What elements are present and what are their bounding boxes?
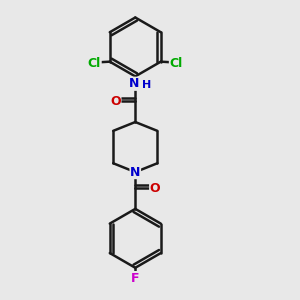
Text: N: N	[129, 77, 139, 90]
Text: H: H	[142, 80, 151, 90]
Text: O: O	[150, 182, 160, 195]
Text: F: F	[131, 272, 140, 285]
Text: Cl: Cl	[88, 57, 101, 70]
Text: Cl: Cl	[169, 57, 183, 70]
Text: N: N	[130, 166, 140, 178]
Text: O: O	[110, 95, 121, 108]
